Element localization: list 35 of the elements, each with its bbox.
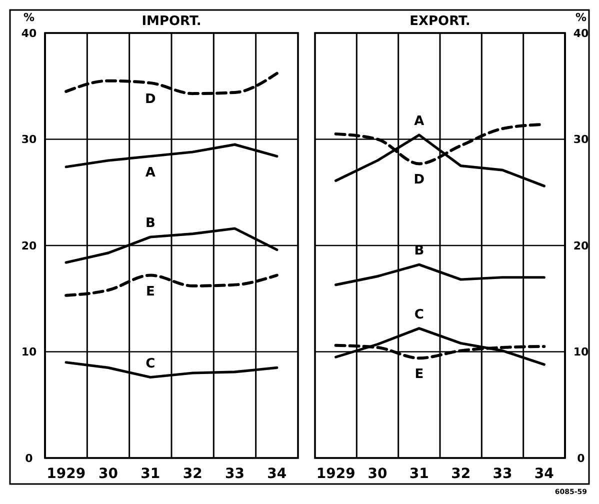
y-tick-label: 10 [21, 346, 37, 359]
x-tick-label: 1929 [316, 466, 356, 482]
x-tick-label: 31 [140, 466, 160, 482]
y-axis-title: % [575, 11, 587, 24]
x-tick-label: 30 [98, 466, 118, 482]
series-label: E [414, 367, 424, 382]
series-label: A [145, 165, 156, 180]
y-axis-title: % [23, 11, 35, 24]
y-tick-label: 20 [21, 239, 37, 252]
series-label: D [145, 92, 156, 107]
chart-title: EXPORT. [410, 14, 470, 29]
x-tick-label: 1929 [46, 466, 86, 482]
y-tick-label: 40 [21, 26, 37, 40]
x-tick-label: 32 [182, 466, 202, 482]
x-tick-label: 34 [267, 466, 287, 482]
x-tick-label: 32 [451, 466, 471, 482]
y-tick-label: 0 [25, 452, 34, 465]
series-label: B [145, 216, 156, 231]
series-label: C [146, 356, 156, 372]
y-tick-label: 30 [21, 133, 37, 146]
series-label: A [414, 114, 424, 129]
x-tick-label: 34 [534, 466, 554, 482]
series-label: D [414, 172, 425, 188]
series-label: E [146, 284, 155, 300]
y-tick-label: 0 [577, 452, 586, 465]
series-label: C [414, 307, 424, 322]
x-tick-label: 33 [225, 466, 244, 482]
x-tick-label: 31 [409, 466, 429, 482]
x-tick-label: 30 [368, 466, 388, 482]
y-tick-label: 20 [573, 239, 589, 252]
chart-title: IMPORT. [142, 14, 202, 29]
y-tick-label: 10 [573, 346, 589, 359]
x-tick-label: 33 [492, 466, 512, 482]
y-tick-label: 40 [573, 26, 589, 40]
y-tick-label: 30 [573, 133, 589, 146]
